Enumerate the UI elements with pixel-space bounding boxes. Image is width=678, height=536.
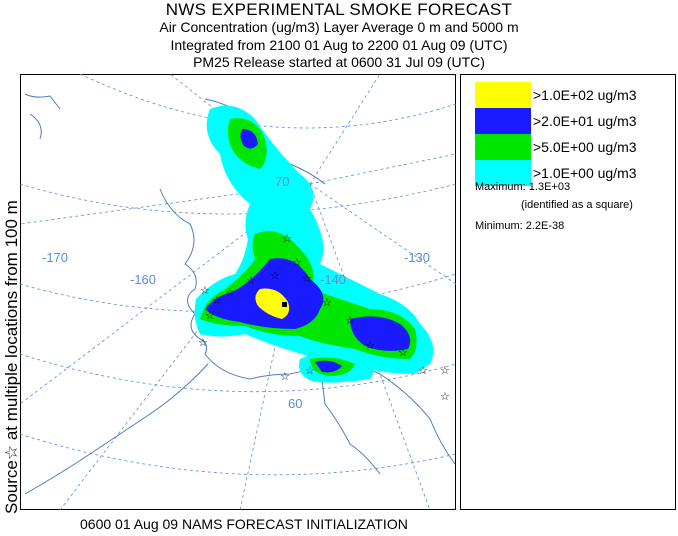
source-star: ☆ [345, 315, 355, 327]
source-side-label: Source☆ at multiple locations from 100 m [2, 200, 21, 514]
integration-period: Integrated from 2100 01 Aug to 2200 01 A… [170, 37, 508, 53]
map-canvas: ☆ ☆ ☆ ☆ ☆ ☆ ☆ ☆ ☆ ☆ ☆ ☆ ☆ ☆ ☆ ☆ ☆ ☆ ☆ -1… [19, 73, 457, 511]
graticule-labels: -170 -160 -140 -130 70 60 [42, 174, 430, 411]
source-star: ☆ [398, 347, 408, 359]
legend-row-3: >5.0E+00 ug/m3 [475, 134, 637, 160]
legend-label-4: >1.0E+00 ug/m3 [533, 165, 637, 181]
maximum-square [282, 302, 287, 307]
forecast-title: NWS EXPERIMENTAL SMOKE FORECAST [165, 0, 513, 19]
plume-zone-blue-east [350, 316, 411, 351]
smoke-map: ☆ ☆ ☆ ☆ ☆ ☆ ☆ ☆ ☆ ☆ ☆ ☆ ☆ ☆ ☆ ☆ ☆ ☆ ☆ -1… [19, 73, 457, 511]
source-star: ☆ [212, 295, 222, 307]
legend-row-4: >1.0E+00 ug/m3 [475, 160, 637, 186]
source-star: ☆ [440, 391, 450, 403]
lon-line-130a [309, 73, 381, 185]
source-star: ☆ [365, 340, 375, 352]
source-star: ☆ [205, 310, 215, 322]
source-star: ☆ [200, 285, 210, 297]
lat-line-55 [19, 433, 457, 476]
coast-chukotka [24, 93, 61, 140]
legend-swatch-1 [475, 82, 531, 108]
release-start: PM25 Release started at 0600 31 Jul 09 (… [193, 54, 485, 70]
coast-panhandle [319, 363, 381, 475]
source-star: ☆ [270, 270, 280, 282]
legend: >1.0E+02 ug/m3 >2.0E+01 ug/m3 >5.0E+00 u… [460, 74, 676, 510]
plume-level-1 [255, 288, 290, 319]
legend-minimum: Minimum: 2.2E-38 [475, 220, 565, 232]
legend-row-2: >2.0E+01 ug/m3 [475, 108, 637, 134]
legend-label-1: >1.0E+02 ug/m3 [533, 87, 637, 103]
source-star: ☆ [292, 257, 302, 269]
lon-line-140s [309, 183, 431, 511]
source-star: ☆ [280, 371, 290, 383]
legend-row-1: >1.0E+02 ug/m3 [475, 82, 637, 108]
lon-label-130: -130 [404, 250, 430, 265]
coast-west [159, 188, 208, 355]
lat-label-60: 60 [288, 396, 302, 411]
lon-label-140: -140 [320, 272, 346, 287]
concentration-subtitle: Air Concentration (ug/m3) Layer Average … [159, 19, 519, 35]
legend-label-3: >5.0E+00 ug/m3 [533, 139, 637, 155]
coast-peninsula [24, 363, 209, 495]
source-star: ☆ [246, 275, 256, 287]
lon-label-170: -170 [42, 250, 68, 265]
legend-maximum: Maximum: 1.3E+03 [475, 181, 571, 193]
plume-zone-blue-south [315, 360, 342, 373]
plume-zone-yellow [255, 288, 290, 319]
initialization-footer: 0600 01 Aug 09 NAMS FORECAST INITIALIZAT… [80, 516, 408, 532]
source-star: ☆ [305, 365, 315, 377]
source-star: ☆ [302, 273, 312, 285]
source-star: ☆ [322, 297, 332, 309]
plume-zone-blue-north [240, 129, 258, 149]
lon-label-160: -160 [130, 272, 156, 287]
lon-line-120 [309, 153, 457, 185]
legend-label-2: >2.0E+01 ug/m3 [533, 113, 637, 129]
source-star: ☆ [225, 287, 235, 299]
legend-swatch-4 [475, 160, 531, 186]
legend-swatch-3 [475, 134, 531, 160]
source-star: ☆ [440, 365, 450, 377]
legend-swatch-2 [475, 108, 531, 134]
lat-line-70 [19, 183, 457, 215]
source-star: ☆ [198, 337, 208, 349]
lat-line-60 [19, 353, 457, 393]
source-markers: ☆ ☆ ☆ ☆ ☆ ☆ ☆ ☆ ☆ ☆ ☆ ☆ ☆ ☆ ☆ ☆ ☆ ☆ ☆ [198, 233, 450, 403]
source-star: ☆ [282, 233, 292, 245]
legend-max-note: (identified as a square) [521, 199, 633, 211]
lat-label-70: 70 [275, 174, 289, 189]
source-star: ☆ [418, 365, 428, 377]
lat-line-75 [79, 73, 457, 129]
